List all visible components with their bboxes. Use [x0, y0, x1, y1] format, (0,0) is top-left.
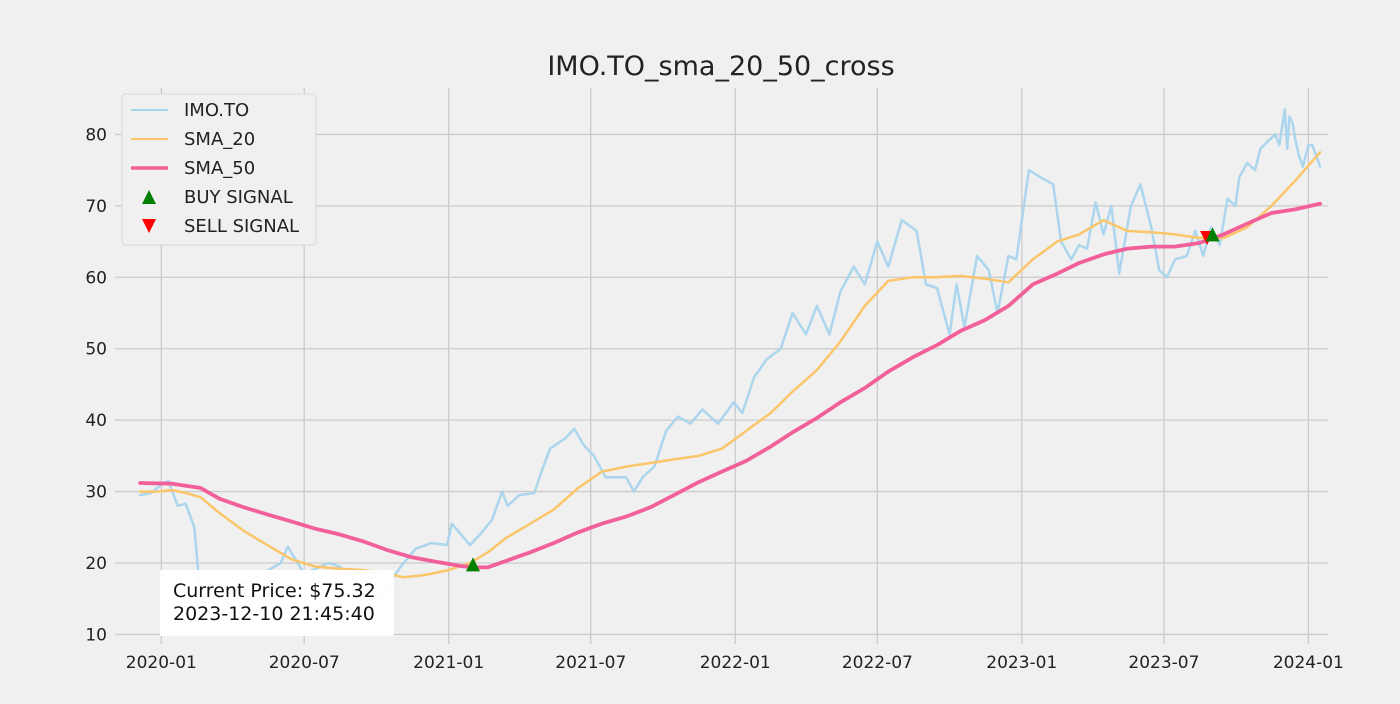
y-tick-label: 70 [85, 197, 107, 217]
x-tick-label: 2022-01 [700, 653, 771, 673]
x-tick-label: 2022-07 [842, 653, 913, 673]
x-tick-label: 2024-01 [1273, 653, 1344, 673]
legend-label: IMO.TO [184, 100, 249, 121]
y-tick-label: 30 [85, 483, 107, 503]
signal-markers [466, 227, 1220, 572]
y-tick-label: 50 [85, 340, 107, 360]
legend-box [121, 93, 317, 246]
series-line-imo-to [138, 108, 1322, 622]
annotation-price: Current Price: $75.32 [173, 580, 376, 602]
y-tick-label: 40 [85, 411, 107, 431]
x-tick-label: 2021-07 [555, 653, 626, 673]
legend-buy-marker [142, 190, 156, 204]
legend-label: BUY SIGNAL [184, 187, 293, 208]
y-axis: 10 20 30 40 50 60 70 80 [85, 125, 107, 645]
annotation-timestamp: 2023-12-10 21:45:40 [173, 603, 375, 625]
legend: IMO.TO SMA_20 SMA_50 BUY SIGNAL SELL SIGNAL [121, 93, 317, 246]
legend-label: SMA_20 [184, 129, 255, 150]
chart-title: IMO.TO_sma_20_50_cross [547, 51, 894, 82]
buy-signal-marker [1205, 227, 1220, 242]
legend-label: SELL SIGNAL [184, 216, 299, 237]
y-tick-label: 60 [85, 268, 107, 288]
x-tick-label: 2023-07 [1128, 653, 1199, 673]
y-tick-label: 20 [85, 554, 107, 574]
x-tick-label: 2020-01 [126, 653, 197, 673]
annotation-box [160, 570, 394, 636]
x-axis: 2020-01 2020-07 2021-01 2021-07 2022-01 2022-… [126, 653, 1344, 673]
plot-area [138, 108, 1322, 622]
price-annotation: Current Price: $75.32 2023-12-10 21:45:4… [160, 570, 394, 636]
legend-sell-marker [142, 219, 156, 233]
y-tick-label: 10 [85, 625, 107, 645]
x-tick-label: 2023-01 [986, 653, 1057, 673]
y-tick-label: 80 [85, 125, 107, 145]
buy-signal-marker [466, 557, 481, 572]
x-tick-label: 2020-07 [269, 653, 340, 673]
legend-label: SMA_50 [184, 158, 255, 179]
x-tick-label: 2021-01 [413, 653, 484, 673]
series-line-sma-50 [138, 201, 1322, 570]
series-line-sma-20 [138, 151, 1322, 579]
